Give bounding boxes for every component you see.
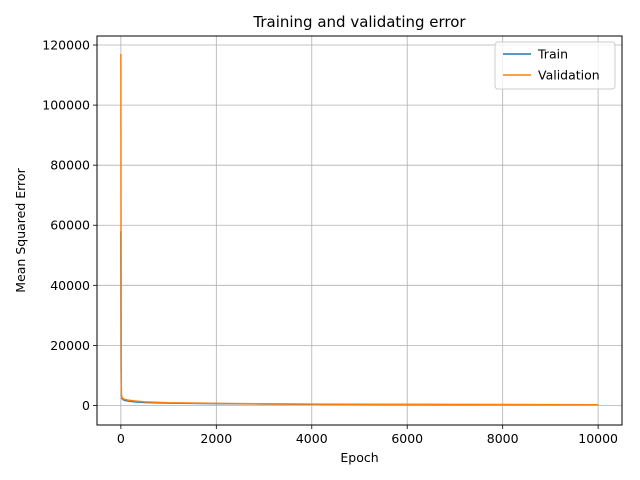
- x-tick-label: 8000: [487, 431, 519, 446]
- y-tick-label: 40000: [50, 278, 90, 293]
- x-tick-label: 10000: [578, 431, 618, 446]
- ticks: 0 2000 4000 6000 8000 10000020000400006000080…: [42, 38, 618, 446]
- legend-label-validation: Validation: [538, 68, 600, 83]
- x-tick-label: 4000: [296, 431, 328, 446]
- plot-frame: [96, 35, 623, 426]
- x-axis-label: Epoch: [340, 450, 378, 465]
- grid: [97, 36, 622, 425]
- chart-title: Training and validating error: [252, 13, 466, 31]
- legend: Train Validation: [494, 41, 616, 90]
- x-tick-label: 0: [117, 431, 125, 446]
- y-tick-label: 120000: [42, 38, 90, 53]
- x-tick-label: 2000: [200, 431, 232, 446]
- y-tick-label: 0: [82, 398, 90, 413]
- series-group: [120, 54, 599, 406]
- series-line-validation: [120, 54, 599, 406]
- y-tick-label: 20000: [50, 338, 90, 353]
- x-tick-label: 6000: [391, 431, 423, 446]
- y-tick-label: 80000: [50, 158, 90, 173]
- y-tick-label: 100000: [42, 98, 90, 113]
- y-tick-label: 60000: [50, 218, 90, 233]
- legend-label-train: Train: [537, 47, 568, 62]
- y-axis-label: Mean Squared Error: [13, 167, 28, 292]
